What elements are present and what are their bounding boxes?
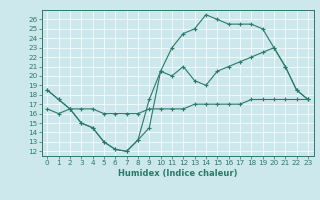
X-axis label: Humidex (Indice chaleur): Humidex (Indice chaleur) xyxy=(118,169,237,178)
